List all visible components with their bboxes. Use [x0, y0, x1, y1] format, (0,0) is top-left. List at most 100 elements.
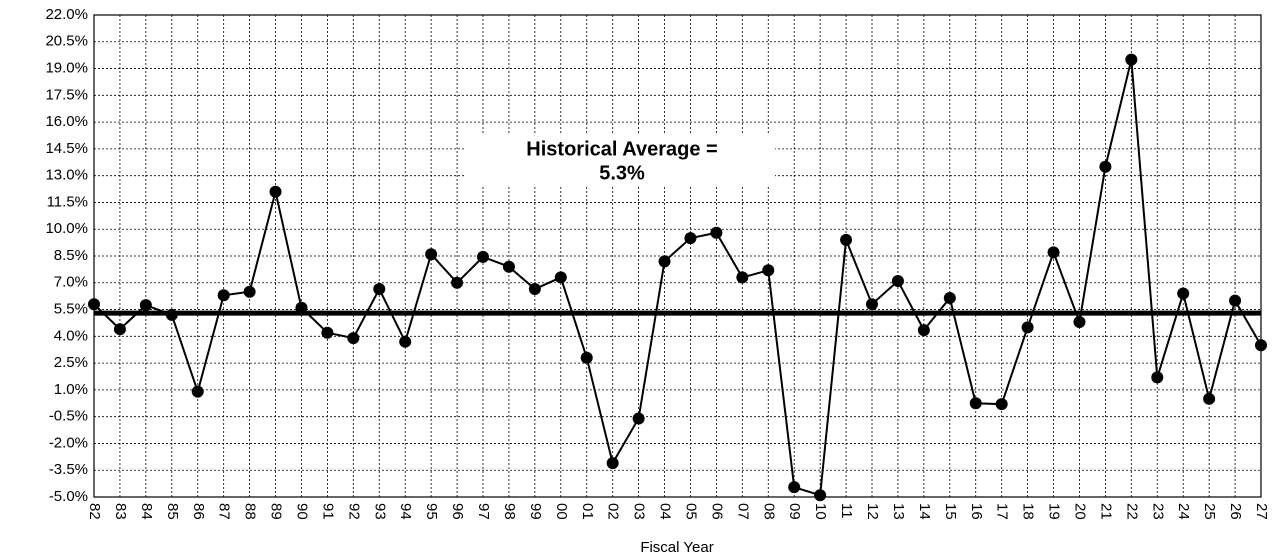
data-point: [477, 250, 489, 263]
data-point: [1255, 339, 1267, 352]
data-point: [943, 291, 956, 304]
x-tick-label: 24: [1175, 503, 1192, 520]
x-tick-label: 27: [1253, 503, 1270, 520]
data-point: [1125, 53, 1138, 66]
data-point: [580, 351, 593, 364]
data-point: [347, 332, 360, 345]
x-tick-label: 85: [164, 503, 181, 520]
x-tick-label: 10: [812, 503, 829, 520]
data-point: [528, 283, 541, 296]
data-point: [1177, 287, 1190, 300]
x-tick-label: 04: [657, 503, 674, 520]
x-tick-label: 12: [864, 503, 881, 520]
y-tick-label: 16.0%: [45, 113, 88, 130]
data-point: [373, 283, 386, 296]
data-point: [1047, 246, 1060, 259]
x-tick-label: 98: [501, 503, 518, 520]
x-tick-label: 90: [293, 503, 310, 520]
data-point: [736, 271, 749, 284]
y-tick-label: 14.5%: [45, 140, 88, 157]
data-point: [191, 385, 204, 398]
x-tick-label: 08: [760, 503, 777, 520]
x-tick-label: 20: [1071, 503, 1088, 520]
data-point: [658, 255, 671, 268]
data-point: [269, 185, 282, 198]
x-tick-label: 94: [397, 503, 414, 520]
x-tick-label: 22: [1123, 503, 1140, 520]
y-tick-label: 20.5%: [45, 33, 88, 50]
x-tick-label: 05: [682, 503, 699, 520]
x-tick-label: 01: [579, 503, 596, 520]
plot-frame: [93, 14, 1262, 498]
data-point: [814, 489, 827, 502]
data-point: [995, 398, 1008, 411]
y-tick-label: 17.5%: [45, 86, 88, 103]
x-axis-label: Fiscal Year: [640, 539, 713, 556]
x-tick-label: 88: [242, 503, 259, 520]
x-tick-label: 84: [138, 503, 155, 520]
x-tick-label: 18: [1020, 503, 1037, 520]
x-tick-label: 92: [345, 503, 362, 520]
x-tick-label: 87: [216, 503, 233, 520]
data-point: [502, 260, 515, 273]
y-tick-label: 4.0%: [54, 327, 88, 344]
x-tick-label: 26: [1227, 503, 1244, 520]
x-tick-label: 21: [1097, 503, 1114, 520]
x-tick-label: 91: [319, 503, 336, 520]
x-tick-label: 09: [786, 503, 803, 520]
data-point: [321, 326, 334, 339]
y-tick-label: 22.0%: [45, 6, 88, 23]
data-point: [1099, 160, 1112, 173]
data-point: [788, 481, 801, 494]
data-point: [165, 308, 178, 321]
x-tick-label: 83: [112, 503, 129, 520]
annotation: Historical Average =: [526, 138, 717, 160]
data-point: [1073, 316, 1086, 329]
x-tick-label: 11: [838, 503, 855, 519]
y-tick-label: -3.5%: [49, 461, 88, 478]
x-tick-label: 06: [708, 503, 725, 520]
data-point: [1229, 294, 1242, 307]
x-tick-label: 95: [423, 503, 440, 520]
y-tick-label: 8.5%: [54, 247, 88, 264]
y-tick-label: -2.0%: [49, 434, 88, 451]
y-tick-label: -0.5%: [49, 408, 88, 425]
x-tick-label: 02: [605, 503, 622, 520]
data-point: [113, 323, 126, 336]
data-point: [425, 248, 438, 261]
data-point: [1151, 371, 1164, 384]
data-point: [632, 412, 645, 425]
x-tick-label: 16: [968, 503, 985, 520]
data-point: [217, 289, 230, 302]
y-tick-label: 7.0%: [54, 274, 88, 291]
data-point: [1021, 321, 1034, 334]
data-point: [969, 397, 982, 410]
y-tick-label: 2.5%: [54, 354, 88, 371]
x-tick-label: 82: [86, 503, 103, 520]
x-tick-label: 19: [1046, 503, 1063, 520]
data-point: [866, 298, 878, 311]
y-tick-label: -5.0%: [49, 488, 88, 505]
data-point: [451, 276, 464, 289]
x-tick-label: 15: [942, 503, 959, 520]
data-point: [891, 274, 904, 287]
x-tick-label: 99: [527, 503, 544, 520]
x-tick-label: 23: [1149, 503, 1166, 520]
x-tick-label: 96: [449, 503, 466, 520]
y-tick-label: 13.0%: [45, 167, 88, 184]
data-point: [139, 299, 152, 312]
y-tick-label: 11.5%: [47, 193, 88, 210]
x-tick-label: 00: [553, 503, 570, 520]
x-tick-label: 17: [994, 503, 1011, 520]
data-point: [399, 335, 412, 348]
data-point: [606, 457, 619, 470]
data-point: [840, 233, 853, 246]
data-point: [684, 232, 697, 245]
x-tick-label: 89: [268, 503, 285, 520]
x-tick-label: 86: [190, 503, 207, 520]
x-tick-label: 13: [890, 503, 907, 520]
data-point: [295, 301, 308, 314]
data-point: [1203, 392, 1216, 405]
annotation-value: 5.3%: [599, 162, 645, 184]
